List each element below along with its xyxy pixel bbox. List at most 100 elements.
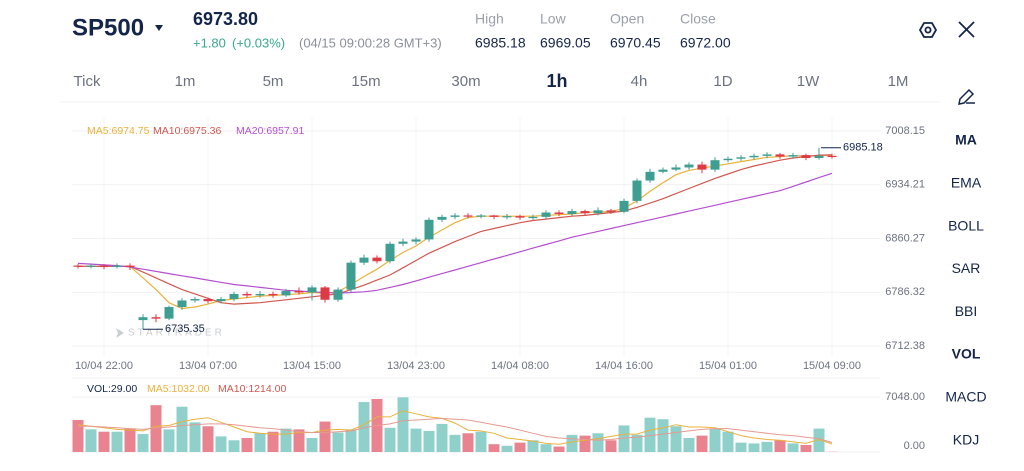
volume-bar (293, 429, 305, 452)
stats: High 6985.18 Low 6969.05 Open 6970.45 Close 697… (475, 11, 731, 51)
candle-body (411, 239, 421, 242)
timeframe-tab[interactable]: 1D (713, 73, 732, 90)
indicator-option[interactable]: MACD (945, 389, 986, 405)
volume-bar (644, 417, 656, 452)
settings-button[interactable] (918, 22, 938, 38)
volume-bar (462, 433, 474, 452)
timeframe-tab[interactable]: 1M (888, 73, 909, 90)
volume-bar (436, 423, 448, 452)
volume-bar (696, 435, 708, 452)
candle-body (567, 211, 577, 214)
indicator-option[interactable]: MA (955, 132, 977, 148)
indicator-menu: MA EMA BOLL SAR BBI VOL MACD KDJ (945, 132, 986, 448)
candle-body (359, 257, 369, 263)
volume-bar (358, 402, 370, 452)
candle-body (463, 215, 473, 217)
candle-body (73, 265, 83, 267)
volume-bar (176, 406, 188, 452)
chart-area: 7008.15 6934.21 6860.27 6786.32 6712.38 10/04… (72, 118, 925, 453)
volume-bar (748, 443, 760, 452)
timeframe-tab[interactable]: 1W (797, 73, 820, 90)
candle-body (385, 243, 395, 262)
candle-body (762, 154, 772, 156)
stat-label: Low (540, 11, 567, 27)
candle-body (203, 299, 213, 302)
candle-body (164, 307, 174, 319)
symbol[interactable]: SP500 (72, 14, 144, 41)
volume-bar (774, 440, 786, 452)
candle-body (541, 212, 551, 217)
volume-bar (306, 437, 318, 452)
candle-body (658, 169, 668, 172)
candle-body (697, 164, 707, 170)
indicator-option[interactable]: BOLL (948, 217, 984, 233)
volume-bar (332, 432, 344, 452)
ma-line (77, 172, 833, 294)
candle-body (138, 317, 148, 321)
timeframe-tab[interactable]: 15m (351, 73, 380, 90)
timeframe-tab[interactable]: 30m (451, 73, 480, 90)
draw-tool-button[interactable] (958, 88, 975, 105)
indicator-option[interactable]: KDJ (953, 431, 979, 447)
volume-bar (410, 428, 422, 452)
y-tick-label: 6934.21 (885, 179, 925, 191)
candle-body (528, 216, 538, 219)
timeframe-tab[interactable]: 4h (631, 73, 648, 90)
y-tick-label: 6860.27 (885, 232, 925, 244)
candle-body (476, 215, 486, 217)
volume-bar (527, 440, 539, 452)
y-tick-label: 0.00 (904, 440, 925, 452)
price-change: +1.80 (193, 35, 226, 50)
volume-legend: VOL:29.00 (87, 383, 137, 395)
candle-body (710, 160, 720, 170)
volume-bar (787, 443, 799, 452)
volume-bar (761, 441, 773, 452)
candle-body (827, 155, 837, 158)
volume-legend: MA10:1214.00 (218, 383, 286, 395)
close-button[interactable] (958, 21, 975, 38)
indicator-option[interactable]: VOL (952, 346, 981, 362)
candle-body (216, 299, 226, 302)
candle-body (281, 291, 291, 296)
candle-body (177, 300, 187, 308)
candle-body (320, 287, 330, 300)
volume-bar (150, 405, 162, 452)
candle-body (736, 157, 746, 159)
timeframe-tab[interactable]: 1m (175, 73, 196, 90)
candle-body (86, 265, 96, 267)
timestamp: (04/15 09:00:28 GMT+3) (299, 35, 442, 50)
x-tick-label: 13/04 15:00 (283, 360, 341, 372)
indicator-option[interactable]: EMA (951, 175, 982, 191)
ma-line (78, 154, 833, 310)
y-tick-label: 7048.00 (885, 391, 925, 403)
y-tick-label: 7008.15 (885, 125, 925, 137)
timeframe-tab[interactable]: 1h (546, 71, 567, 91)
volume-bar (72, 420, 84, 452)
volume-bar (319, 421, 331, 452)
volume-bar (566, 434, 578, 452)
indicator-option[interactable]: BBI (955, 303, 978, 319)
volume-bar (449, 434, 461, 452)
symbol-dropdown[interactable] (155, 25, 163, 31)
timeframe-tabs: Tick 1m 5m 15m 30m 1h 4h 1D 1W 1M (74, 71, 909, 91)
candle-body (684, 164, 694, 168)
candle-body (606, 210, 616, 212)
candle-body (268, 293, 278, 296)
candle-body (346, 262, 356, 290)
price-change-pct: (+0.03%) (232, 35, 285, 50)
last-price: 6973.80 (193, 9, 258, 29)
candle-body (619, 200, 629, 212)
stat-label: Open (610, 11, 644, 27)
ma-legend: MA10:6975.36 (153, 125, 221, 137)
indicator-option[interactable]: SAR (952, 260, 981, 276)
timeframe-tab[interactable]: 5m (263, 73, 284, 90)
timeframe-tab[interactable]: Tick (74, 73, 101, 90)
volume-bar (618, 425, 630, 452)
candle-body (814, 155, 824, 159)
volume-bar (215, 436, 227, 452)
candle-body (801, 155, 811, 159)
volume-bar (709, 428, 721, 452)
volume-bar (475, 431, 487, 452)
candle-body (307, 287, 317, 293)
